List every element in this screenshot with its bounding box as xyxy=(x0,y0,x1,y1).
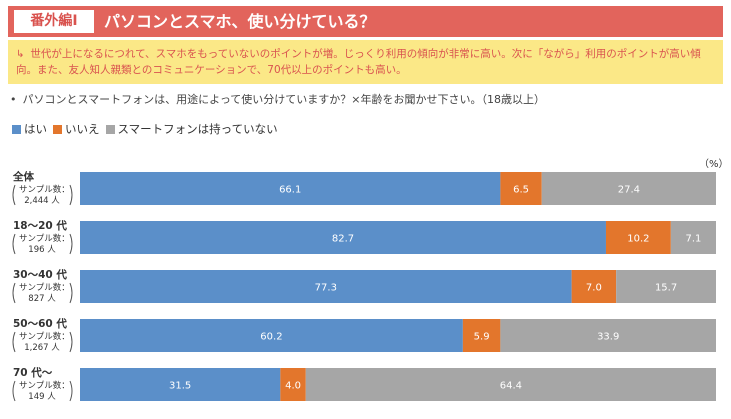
bar-value-label: 10.2 xyxy=(627,234,649,245)
bar-segment xyxy=(280,368,306,401)
bar-value-label: 7.0 xyxy=(586,283,602,294)
bar-value-label: 4.0 xyxy=(285,381,301,392)
bar-segment xyxy=(605,221,671,254)
summary-text: 世代が上になるにつれて、スマホをもっていないのポイントが増。じっくり利用の傾向が… xyxy=(16,48,701,76)
bar-segment xyxy=(541,172,716,205)
bar-value-label: 60.2 xyxy=(260,332,282,343)
legend-item-none: スマートフォンは持っていない xyxy=(105,121,278,137)
sample-size-value: 1,267 人 xyxy=(24,343,60,353)
chart-legend: はい いいえ スマートフォンは持っていない xyxy=(12,121,284,137)
bar-segment xyxy=(80,319,463,352)
bar-value-label: 66.1 xyxy=(279,185,301,196)
legend-label-yes: はい xyxy=(24,122,47,136)
bar-value-label: 77.3 xyxy=(315,283,337,294)
bracket-right-icon xyxy=(69,331,73,353)
bar-value-label: 5.9 xyxy=(474,332,490,343)
bracket-right-icon xyxy=(69,233,73,255)
bar-value-label: 33.9 xyxy=(597,332,619,343)
bracket-left-icon xyxy=(12,184,16,206)
legend-swatch-yes xyxy=(12,124,21,134)
return-arrow-icon: ↳ xyxy=(16,49,25,60)
sample-size-label: サンプル数： xyxy=(19,282,70,293)
bar-segment xyxy=(500,172,542,205)
legend-label-no: いいえ xyxy=(65,122,100,136)
category-label: 18～20 代 xyxy=(13,219,67,232)
bracket-left-icon xyxy=(12,380,16,402)
bar-segment xyxy=(80,368,281,401)
sample-size-label: サンプル数： xyxy=(19,331,70,342)
bar-segment xyxy=(500,319,716,352)
bar-value-label: 64.4 xyxy=(500,381,522,392)
sample-size-value: 2,444 人 xyxy=(24,196,60,206)
legend-swatch-no xyxy=(53,124,62,134)
sample-size-value: 196 人 xyxy=(28,245,56,255)
category-label: 50～60 代 xyxy=(13,317,67,330)
sample-size-label: サンプル数： xyxy=(19,380,70,391)
bar-segment xyxy=(80,172,501,205)
bracket-right-icon xyxy=(69,184,73,206)
bracket-left-icon xyxy=(12,282,16,304)
bar-value-label: 6.5 xyxy=(513,185,529,196)
legend-item-yes: はい xyxy=(12,121,47,137)
summary-note: ↳ 世代が上になるにつれて、スマホをもっていないのポイントが増。じっくり利用の傾向… xyxy=(8,40,723,84)
question-text: パソコンとスマートフォンは、用途によって使い分けていますか？×年齢をお聞かせ下さ… xyxy=(22,93,546,106)
category-label: 70 代～ xyxy=(13,366,53,379)
unit-label: （%） xyxy=(699,159,729,170)
bracket-right-icon xyxy=(69,282,73,304)
sample-size-value: 827 人 xyxy=(28,294,56,304)
sample-size-label: サンプル数： xyxy=(19,184,70,195)
bar-segment xyxy=(80,270,572,303)
legend-swatch-none xyxy=(105,124,115,134)
bar-segment xyxy=(80,221,606,254)
bar-value-label: 7.1 xyxy=(685,234,701,245)
bar-segment xyxy=(571,270,617,303)
sample-size-value: 149 人 xyxy=(28,392,56,402)
sample-size-label: サンプル数： xyxy=(19,233,70,244)
bar-value-label: 27.4 xyxy=(618,185,640,196)
bracket-left-icon xyxy=(12,331,16,353)
page-title: パソコンとスマホ、使い分けている？ xyxy=(104,12,376,31)
bar-value-label: 82.7 xyxy=(332,234,354,245)
bar-segment xyxy=(305,368,716,401)
bracket-left-icon xyxy=(12,233,16,255)
survey-question: • パソコンとスマートフォンは、用途によって使い分けていますか？×年齢をお聞かせ下… xyxy=(10,91,545,107)
category-label: 全体 xyxy=(12,170,34,183)
section-badge: 番外編Ⅰ xyxy=(14,10,94,33)
bullet-icon: • xyxy=(10,93,17,106)
bar-segment xyxy=(462,319,501,352)
bracket-right-icon xyxy=(69,380,73,402)
bar-value-label: 31.5 xyxy=(169,381,191,392)
legend-label-none: スマートフォンは持っていない xyxy=(117,122,278,136)
bar-value-label: 15.7 xyxy=(655,283,677,294)
bar-segment xyxy=(670,221,716,254)
bar-segment xyxy=(616,270,716,303)
legend-item-no: いいえ xyxy=(53,121,100,137)
category-label: 30～40 代 xyxy=(13,268,67,281)
page-header: 番外編Ⅰ パソコンとスマホ、使い分けている？ xyxy=(8,6,723,37)
